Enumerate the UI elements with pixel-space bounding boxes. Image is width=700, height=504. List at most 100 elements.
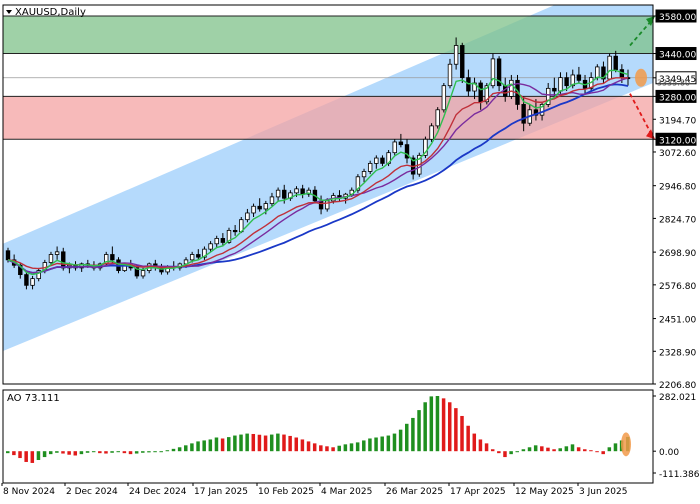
ao-bar [613, 443, 618, 452]
x-tick-label: 8 Nov 2024 [3, 487, 55, 497]
ao-bar [343, 444, 348, 452]
candle-body [269, 196, 275, 204]
candle-body [453, 45, 459, 65]
ao-bar [601, 451, 605, 455]
ao-bar [294, 437, 299, 452]
candle-body [318, 200, 324, 210]
ao-bar [355, 442, 360, 452]
y-tick-label: 3120.00 [659, 136, 696, 146]
ao-bar [484, 443, 489, 452]
candle-body [263, 203, 269, 210]
ao-tick-label: 0.00 [659, 448, 679, 458]
ao-bar [521, 449, 526, 452]
candle-body [275, 189, 281, 198]
ao-bar [533, 445, 538, 452]
ao-bar [411, 417, 415, 452]
ao-frame [2, 389, 654, 484]
price-label-box [655, 132, 697, 146]
candle-body [509, 79, 514, 97]
candle-body [380, 157, 385, 164]
candle-body [232, 229, 238, 233]
candle-body [5, 250, 11, 261]
y-tick-label: 3194.70 [659, 116, 696, 126]
ao-bar [79, 451, 84, 455]
ao-bar [331, 447, 335, 452]
ao-bar [546, 447, 550, 452]
ao-bar [55, 451, 59, 453]
candle-body [398, 141, 404, 146]
ao-bar [490, 449, 495, 452]
ao-bar [398, 429, 403, 452]
candle-body [404, 144, 410, 159]
candle-body [208, 243, 213, 250]
candle-body [576, 74, 582, 81]
ao-bar [42, 451, 47, 458]
candle-body [214, 238, 219, 245]
ao-bar [233, 435, 237, 452]
y-tick-label: 2946.80 [659, 183, 696, 193]
ao-bar [73, 451, 78, 456]
x-tick-label: 3 Jun 2025 [579, 487, 627, 497]
candle-body [306, 189, 311, 195]
ma-slow-line [7, 83, 629, 274]
ao-bar [110, 451, 114, 453]
main-frame [2, 4, 654, 385]
ao-bar [441, 398, 446, 452]
candle-body [48, 254, 54, 263]
y-tick-label: 2698.90 [659, 249, 696, 259]
ao-bar [288, 435, 292, 452]
ao-bar [423, 402, 427, 452]
candle-body [521, 104, 526, 124]
ao-bar [380, 436, 384, 452]
ao-bar [429, 396, 434, 452]
price-label-box [655, 89, 697, 103]
candle-body [484, 85, 490, 103]
candle-body [257, 205, 262, 210]
ao-bar [251, 433, 256, 452]
candle-body [539, 104, 545, 116]
ao-bar [595, 451, 599, 453]
ao-bar [515, 451, 520, 453]
candle-body [607, 55, 612, 80]
candle-body [533, 109, 539, 116]
x-tick-label: 26 Mar 2025 [386, 487, 443, 497]
ao-bar [405, 423, 409, 452]
ao-bar [374, 437, 378, 452]
ao-bar [276, 433, 280, 452]
ao-bar [576, 447, 581, 452]
ao-bar [460, 415, 464, 452]
ao-bar [368, 438, 372, 452]
candle-body [282, 189, 287, 199]
ao-bar [190, 443, 194, 452]
main-plot-area [3, 5, 653, 351]
candle-body [24, 274, 29, 286]
candle-body [545, 87, 551, 105]
ao-bar [386, 435, 391, 452]
ao-bar [282, 434, 286, 452]
projection-down-arrow [629, 93, 653, 136]
candle-body [61, 251, 66, 269]
ao-bar [392, 433, 397, 452]
ao-bar [104, 451, 108, 454]
price-label-box [655, 47, 697, 61]
ao-bar [558, 448, 562, 452]
candle-body [251, 205, 256, 214]
candle-body [196, 254, 201, 258]
ao-bar [18, 451, 22, 459]
candle-body [552, 87, 557, 92]
ao-bar [153, 451, 157, 453]
ao-bar [509, 451, 513, 455]
ao-bar [165, 450, 170, 452]
symbol-label: XAUUSD,Daily [15, 7, 86, 18]
candle-body [36, 270, 41, 280]
x-tick-label: 12 May 2025 [515, 487, 574, 497]
ao-bar [472, 433, 477, 452]
ao-bar [134, 451, 139, 454]
candle-body [570, 74, 575, 87]
projection-up-arrow [629, 19, 653, 47]
candle-body [355, 176, 361, 191]
y-tick-label: 3072.60 [659, 149, 696, 159]
y-tick-label: 3349.45 [659, 75, 696, 85]
